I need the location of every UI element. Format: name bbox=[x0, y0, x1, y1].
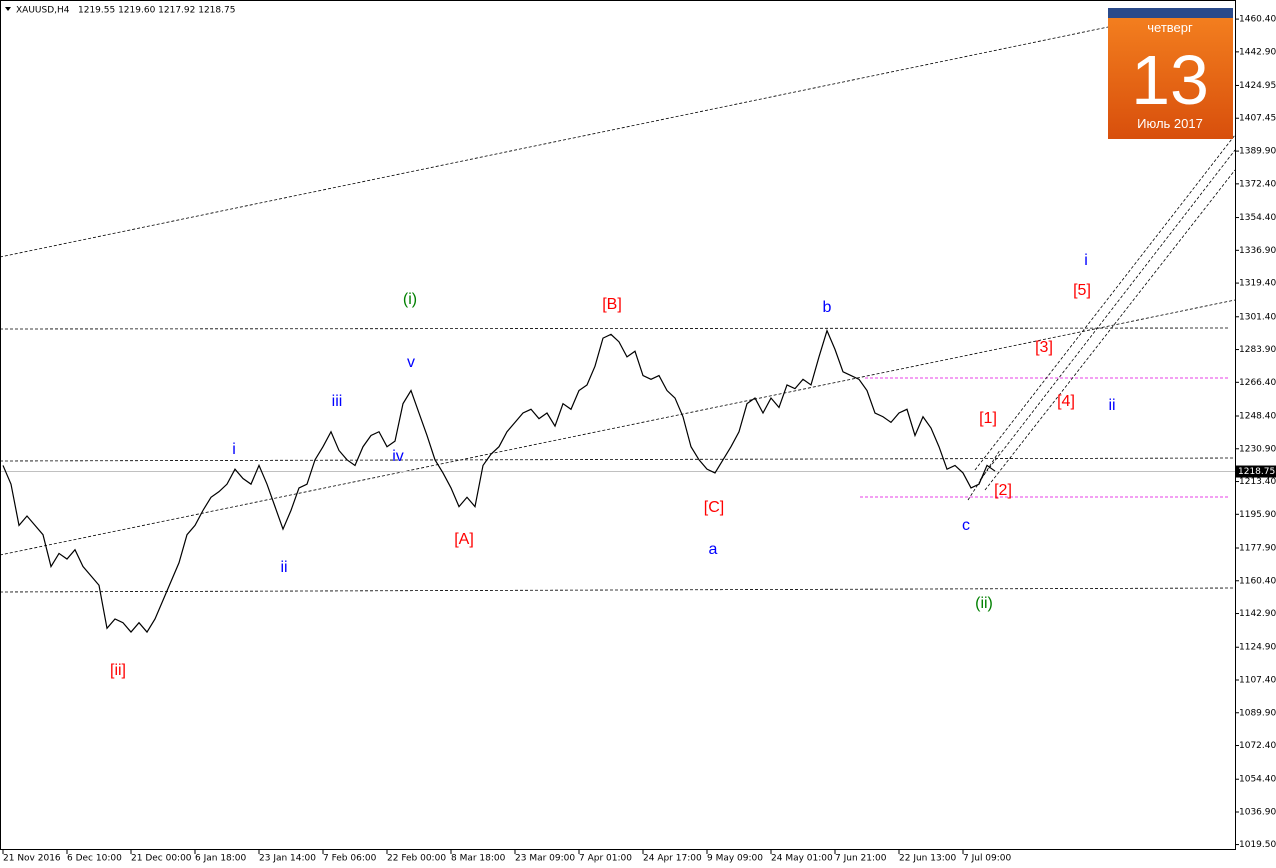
y-tick-label: 1354.40 bbox=[1239, 213, 1276, 223]
calendar-widget: четверг 13 Июль 2017 bbox=[1108, 8, 1233, 139]
wave-label: ii bbox=[1108, 397, 1115, 414]
wave-label: (i) bbox=[403, 291, 417, 308]
y-tick-label: 1372.40 bbox=[1239, 179, 1276, 189]
trend-line bbox=[0, 587, 1236, 593]
x-tick-label: 21 Nov 2016 bbox=[3, 854, 61, 864]
trend-line bbox=[0, 327, 1231, 330]
trend-line bbox=[974, 134, 1236, 471]
wave-label: [B] bbox=[602, 296, 622, 313]
y-tick-label: 1089.90 bbox=[1239, 708, 1276, 718]
wave-label: [A] bbox=[454, 531, 474, 548]
wave-label: [1] bbox=[979, 410, 997, 427]
y-tick-label: 1072.40 bbox=[1239, 741, 1276, 751]
wave-label: [3] bbox=[1035, 339, 1053, 356]
trend-line bbox=[984, 169, 1236, 491]
wave-label: a bbox=[709, 541, 718, 558]
wave-label: i bbox=[232, 441, 236, 458]
y-tick-label: 1036.90 bbox=[1239, 807, 1276, 817]
x-tick-label: 21 Dec 00:00 bbox=[131, 854, 192, 864]
y-tick-label: 1124.90 bbox=[1239, 643, 1276, 653]
wave-label: [5] bbox=[1073, 282, 1091, 299]
y-tick-label: 1336.90 bbox=[1239, 246, 1276, 256]
wave-label: v bbox=[407, 354, 415, 371]
ohlc: 1219.55 1219.60 1217.92 1218.75 bbox=[78, 6, 235, 16]
wave-label: [ii] bbox=[110, 662, 126, 679]
y-tick-label: 1230.90 bbox=[1239, 444, 1276, 454]
wave-label: iii bbox=[332, 393, 343, 410]
y-tick-label: 1319.40 bbox=[1239, 279, 1276, 289]
y-tick-label: 1054.40 bbox=[1239, 775, 1276, 785]
trend-line bbox=[0, 457, 1236, 462]
wave-label: b bbox=[823, 299, 832, 316]
y-tick-label: 1142.90 bbox=[1239, 609, 1276, 619]
x-tick-label: 22 Feb 00:00 bbox=[387, 854, 446, 864]
menu-arrow[interactable] bbox=[5, 7, 11, 11]
x-tick-label: 22 Jun 13:00 bbox=[899, 854, 956, 864]
plot-frame bbox=[0, 0, 1236, 850]
y-tick-label: 1424.95 bbox=[1239, 81, 1276, 91]
trend-line bbox=[979, 149, 1236, 481]
wave-label: [C] bbox=[704, 499, 724, 516]
y-tick-label: 1283.90 bbox=[1239, 345, 1276, 355]
x-tick-label: 24 Apr 17:00 bbox=[643, 854, 702, 864]
x-tick-label: 7 Jun 21:00 bbox=[835, 854, 887, 864]
wave-label: iv bbox=[392, 448, 404, 465]
x-tick-label: 8 Mar 18:00 bbox=[451, 854, 506, 864]
calendar-weekday: четверг bbox=[1147, 20, 1193, 35]
calendar-month: Июль 2017 bbox=[1137, 116, 1203, 131]
current-price-box bbox=[1235, 465, 1276, 478]
x-tick-label: 9 May 09:00 bbox=[707, 854, 763, 864]
wave-label: [2] bbox=[994, 482, 1012, 499]
y-tick-label: 1389.90 bbox=[1239, 147, 1276, 157]
y-tick-label: 1301.40 bbox=[1239, 312, 1276, 322]
trend-line bbox=[0, 26, 1109, 258]
symbol: XAUUSD,H4 bbox=[16, 6, 70, 16]
wave-label: ii bbox=[280, 559, 287, 576]
y-tick-label: 1160.40 bbox=[1239, 576, 1276, 586]
x-tick-label: 6 Jan 18:00 bbox=[195, 854, 247, 864]
x-tick-label: 24 May 01:00 bbox=[771, 854, 833, 864]
current-price-label: 1218.75 bbox=[1238, 467, 1275, 477]
wave-label: (ii) bbox=[975, 595, 993, 612]
y-tick-label: 1407.45 bbox=[1239, 114, 1276, 124]
y-tick-label: 1213.40 bbox=[1239, 477, 1276, 487]
x-tick-label: 6 Dec 10:00 bbox=[67, 854, 122, 864]
x-tick-label: 7 Apr 01:00 bbox=[579, 854, 632, 864]
y-tick-label: 1248.40 bbox=[1239, 412, 1276, 422]
wave-label: c bbox=[962, 517, 970, 534]
calendar-rings bbox=[1108, 8, 1233, 18]
price-line bbox=[2, 328, 996, 634]
x-tick-label: 23 Mar 09:00 bbox=[515, 854, 575, 864]
x-tick-label: 7 Feb 06:00 bbox=[323, 854, 377, 864]
calendar-bg bbox=[1108, 8, 1233, 139]
y-tick-label: 1195.90 bbox=[1239, 510, 1276, 520]
y-tick-label: 1442.90 bbox=[1239, 47, 1276, 57]
y-tick-label: 1177.90 bbox=[1239, 544, 1276, 554]
x-tick-label: 23 Jan 14:00 bbox=[259, 854, 316, 864]
x-tick-label: 7 Jul 09:00 bbox=[963, 854, 1012, 864]
trend-line bbox=[0, 299, 1236, 556]
y-tick-label: 1107.40 bbox=[1239, 676, 1276, 686]
calendar-day: 13 bbox=[1131, 41, 1209, 119]
y-tick-label: 1266.40 bbox=[1239, 378, 1276, 388]
y-tick-label: 1460.40 bbox=[1239, 15, 1276, 25]
wave-label: i bbox=[1084, 252, 1088, 269]
y-tick-label: 1019.50 bbox=[1239, 840, 1276, 850]
wave-label: [4] bbox=[1057, 393, 1075, 410]
